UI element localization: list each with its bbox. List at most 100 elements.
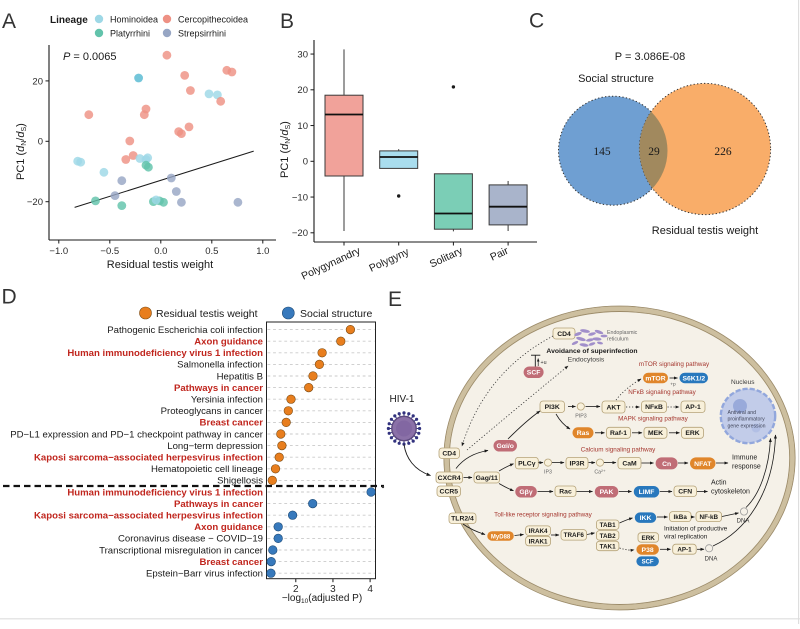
svg-text:−20: −20 <box>292 228 308 239</box>
svg-text:MyD88: MyD88 <box>491 534 511 540</box>
svg-text:A: A <box>2 10 16 33</box>
svg-text:226: 226 <box>714 146 732 158</box>
svg-text:DNA: DNA <box>705 557 718 563</box>
svg-text:PIP3: PIP3 <box>575 414 587 420</box>
svg-text:DNA: DNA <box>737 519 750 525</box>
svg-text:Proteoglycans in cancer: Proteoglycans in cancer <box>161 406 264 417</box>
svg-text:20: 20 <box>297 85 308 96</box>
svg-text:AP-1: AP-1 <box>685 404 701 411</box>
svg-text:ERK: ERK <box>685 430 699 437</box>
svg-text:NFAT: NFAT <box>694 461 712 468</box>
svg-text:CCR5: CCR5 <box>440 489 459 496</box>
svg-text:Kaposi sarcoma−associated herp: Kaposi sarcoma−associated herpesvirus in… <box>34 453 263 464</box>
svg-text:Residual testis weight: Residual testis weight <box>156 308 258 320</box>
svg-text:29: 29 <box>648 146 660 158</box>
svg-text:2: 2 <box>293 584 299 595</box>
svg-text:PC1 (dN/dS): PC1 (dN/dS) <box>15 123 28 180</box>
svg-text:−20: −20 <box>27 197 43 208</box>
svg-text:C: C <box>529 10 544 33</box>
svg-text:Endocytosis: Endocytosis <box>568 357 605 364</box>
svg-text:PI3K: PI3K <box>545 404 560 411</box>
svg-text:Breast cancer: Breast cancer <box>200 557 264 568</box>
svg-text:20: 20 <box>32 76 43 87</box>
svg-text:IP3: IP3 <box>544 470 552 476</box>
svg-text:0.0: 0.0 <box>154 246 167 257</box>
svg-text:IP3R: IP3R <box>569 461 584 468</box>
svg-text:SCF: SCF <box>642 560 654 566</box>
svg-text:Epstein−Barr virus infection: Epstein−Barr virus infection <box>146 569 263 580</box>
svg-text:TRAF6: TRAF6 <box>564 532 585 539</box>
svg-text:Gag/11: Gag/11 <box>476 475 499 482</box>
svg-text:3: 3 <box>330 584 336 595</box>
svg-text:Social structure: Social structure <box>578 73 654 85</box>
svg-text:LIMF: LIMF <box>639 489 655 496</box>
svg-text:Ca²⁺: Ca²⁺ <box>594 470 606 476</box>
svg-text:SCF: SCF <box>527 370 541 377</box>
svg-text:P38: P38 <box>642 547 654 554</box>
svg-text:Gαi/o: Gαi/o <box>496 443 513 450</box>
svg-text:0.5: 0.5 <box>205 246 218 257</box>
svg-text:Lineage: Lineage <box>50 15 88 26</box>
svg-text:1.0: 1.0 <box>256 246 269 257</box>
svg-text:TAK1: TAK1 <box>600 543 616 550</box>
svg-text:Social structure: Social structure <box>300 308 373 320</box>
svg-text:Calcium signaling pathway: Calcium signaling pathway <box>581 447 656 454</box>
svg-text:AP-1: AP-1 <box>677 547 692 554</box>
svg-text:IRAK4: IRAK4 <box>529 528 548 535</box>
svg-text:Pathways in cancer: Pathways in cancer <box>174 499 263 510</box>
svg-text:145: 145 <box>593 146 611 158</box>
svg-text:Kaposi sarcoma−associated herp: Kaposi sarcoma−associated herpesvirus in… <box>34 511 263 522</box>
svg-text:Ras: Ras <box>577 430 590 437</box>
svg-text:NFκB signaling pathway: NFκB signaling pathway <box>628 389 696 396</box>
svg-text:+p: +p <box>670 383 676 388</box>
svg-text:P = 0.0065: P = 0.0065 <box>63 51 117 63</box>
svg-text:Human immunodeficiency virus 1: Human immunodeficiency virus 1 infection <box>67 487 263 498</box>
svg-text:0: 0 <box>38 137 43 148</box>
svg-text:Residual testis weight: Residual testis weight <box>107 259 213 271</box>
svg-text:response: response <box>732 464 761 471</box>
svg-text:Shigellosis: Shigellosis <box>217 476 263 487</box>
svg-text:MEK: MEK <box>648 430 663 437</box>
svg-text:Hominoidea: Hominoidea <box>110 15 158 25</box>
svg-text:Human immunodeficiency virus 1: Human immunodeficiency virus 1 infection <box>67 348 263 359</box>
svg-text:Breast cancer: Breast cancer <box>200 418 264 429</box>
svg-text:Long−term depression: Long−term depression <box>167 441 263 452</box>
svg-text:Immune: Immune <box>732 455 757 462</box>
svg-text:MAPK signaling pathway: MAPK signaling pathway <box>618 416 689 423</box>
svg-text:D: D <box>2 286 17 309</box>
svg-text:30: 30 <box>297 49 308 60</box>
svg-text:PLCγ: PLCγ <box>518 461 536 468</box>
svg-text:proinflammatory: proinflammatory <box>728 417 766 423</box>
svg-text:cytoskeleton: cytoskeleton <box>711 489 750 496</box>
svg-text:Polygyny: Polygyny <box>367 246 411 275</box>
svg-text:Actin: Actin <box>711 480 727 487</box>
svg-text:Polygynandry: Polygynandry <box>300 245 363 283</box>
svg-text:CaM: CaM <box>622 461 637 468</box>
svg-text:Toll-like receptor signaling: Toll-like receptor signaling pathway <box>494 512 593 519</box>
svg-text:E: E <box>388 288 402 311</box>
svg-text:viral replication: viral replication <box>664 534 708 541</box>
svg-text:TAB2: TAB2 <box>600 533 616 540</box>
svg-text:Hepatitis B: Hepatitis B <box>217 371 263 382</box>
svg-text:Raf-1: Raf-1 <box>610 430 627 437</box>
svg-text:PC1 (dN/dS): PC1 (dN/dS) <box>279 121 292 178</box>
svg-text:B: B <box>280 10 294 33</box>
svg-text:−0.5: −0.5 <box>100 246 119 257</box>
svg-text:CD4: CD4 <box>442 451 456 458</box>
svg-text:mTOR: mTOR <box>645 375 665 382</box>
svg-text:Endoplasmic: Endoplasmic <box>607 330 638 336</box>
svg-text:NF-kB: NF-kB <box>700 514 719 521</box>
svg-text:NFκB: NFκB <box>645 404 663 411</box>
svg-text:Residual testis weight: Residual testis weight <box>652 225 758 237</box>
svg-text:−log10(adjusted P): −log10(adjusted P) <box>282 593 362 605</box>
svg-text:Antiviral and: Antiviral and <box>728 410 757 416</box>
svg-text:Axon guidance: Axon guidance <box>194 522 263 533</box>
svg-text:CD4: CD4 <box>557 331 571 338</box>
svg-text:Nucleus: Nucleus <box>731 379 755 386</box>
svg-text:PAK: PAK <box>600 489 614 496</box>
svg-text:Rac: Rac <box>559 489 572 496</box>
svg-text:S6K1/2: S6K1/2 <box>682 375 705 382</box>
svg-text:Platyrrhini: Platyrrhini <box>110 29 150 39</box>
svg-text:Yersinia infection: Yersinia infection <box>191 395 263 406</box>
svg-text:Pair: Pair <box>488 245 510 264</box>
